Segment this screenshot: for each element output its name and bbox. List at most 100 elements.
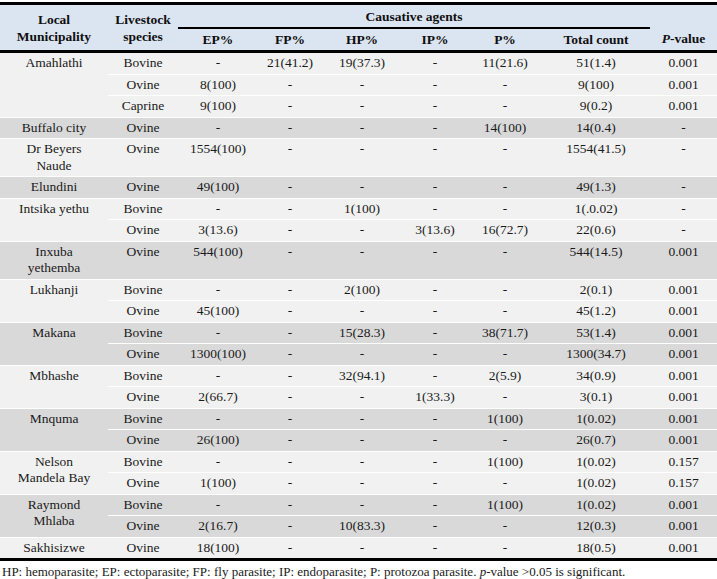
col-header-species: Livestockspecies bbox=[108, 4, 178, 52]
fp-cell: - bbox=[258, 220, 322, 242]
col-header-pvalue: P-value bbox=[650, 4, 717, 52]
pvalue-cell: 0.001 bbox=[650, 430, 717, 452]
fp-cell: - bbox=[258, 365, 322, 387]
ep-cell: - bbox=[178, 451, 258, 473]
col-header-ep: EP% bbox=[178, 28, 258, 52]
ep-cell: 3(13.6) bbox=[178, 220, 258, 242]
total-cell: 1(0.02) bbox=[542, 408, 650, 430]
pvalue-cell: 0.001 bbox=[650, 365, 717, 387]
municipality-cell: Lukhanji bbox=[0, 279, 108, 322]
total-cell: 51(1.4) bbox=[542, 52, 650, 75]
pvalue-cell: 0.157 bbox=[650, 451, 717, 473]
table-row: Ovine26(100)----26(0.7)0.001 bbox=[0, 430, 717, 452]
municipality-cell: Inxubayethemba bbox=[0, 241, 108, 279]
p-cell: 1(100) bbox=[468, 494, 542, 516]
ip-cell: - bbox=[402, 301, 468, 323]
total-cell: 22(0.6) bbox=[542, 220, 650, 242]
fp-cell: - bbox=[258, 430, 322, 452]
pvalue-cell: 0.001 bbox=[650, 96, 717, 118]
table-row: Ovine45(100)----45(1.2)0.001 bbox=[0, 301, 717, 323]
fp-cell: - bbox=[258, 301, 322, 323]
ep-cell: 1300(100) bbox=[178, 344, 258, 366]
table-row: NelsonMandela BayBovine----1(100)1(0.02)… bbox=[0, 451, 717, 473]
fp-cell: 21(41.2) bbox=[258, 52, 322, 75]
species-cell: Caprine bbox=[108, 96, 178, 118]
hp-cell: - bbox=[322, 408, 402, 430]
pvalue-cell: - bbox=[650, 177, 717, 199]
paper-table-page: LocalMunicipality Livestockspecies Causa… bbox=[0, 0, 717, 579]
total-cell: 1554(41.5) bbox=[542, 139, 650, 177]
municipality-cell: Dr BeyersNaude bbox=[0, 139, 108, 177]
col-header-hp: HP% bbox=[322, 28, 402, 52]
table-row: Ovine8(100)----9(100)0.001 bbox=[0, 74, 717, 96]
pvalue-header-italic: P bbox=[662, 31, 670, 46]
species-cell: Bovine bbox=[108, 408, 178, 430]
table-row: ElundiniOvine49(100)----49(1.3)- bbox=[0, 177, 717, 199]
table-row: AmahlathiBovine-21(41.2)19(37.3)-11(21.6… bbox=[0, 52, 717, 75]
hp-cell: - bbox=[322, 430, 402, 452]
fp-cell: - bbox=[258, 516, 322, 538]
fp-cell: - bbox=[258, 177, 322, 199]
species-cell: Bovine bbox=[108, 322, 178, 344]
total-cell: 3(0.1) bbox=[542, 387, 650, 409]
species-cell: Ovine bbox=[108, 220, 178, 242]
species-cell: Ovine bbox=[108, 241, 178, 279]
ip-cell: - bbox=[402, 322, 468, 344]
total-cell: 34(0.9) bbox=[542, 365, 650, 387]
ip-cell: - bbox=[402, 74, 468, 96]
p-cell: - bbox=[468, 74, 542, 96]
p-cell: - bbox=[468, 301, 542, 323]
species-cell: Ovine bbox=[108, 117, 178, 139]
fp-cell: - bbox=[258, 408, 322, 430]
p-cell: - bbox=[468, 139, 542, 177]
pvalue-cell: 0.001 bbox=[650, 408, 717, 430]
ep-cell: 1(100) bbox=[178, 473, 258, 495]
total-cell: 12(0.3) bbox=[542, 516, 650, 538]
species-cell: Ovine bbox=[108, 537, 178, 560]
table-row: MbhasheBovine--32(94.1)-2(5.9)34(0.9)0.0… bbox=[0, 365, 717, 387]
total-cell: 1(.0.02) bbox=[542, 198, 650, 220]
p-cell: - bbox=[468, 430, 542, 452]
ip-cell: - bbox=[402, 365, 468, 387]
ep-cell: - bbox=[178, 198, 258, 220]
fp-cell: - bbox=[258, 322, 322, 344]
pvalue-cell: 0.001 bbox=[650, 241, 717, 279]
total-cell: 45(1.2) bbox=[542, 301, 650, 323]
footnote: HP: hemoparasite; EP: ectoparasite; FP: … bbox=[0, 561, 717, 579]
p-cell: - bbox=[468, 177, 542, 199]
species-cell: Bovine bbox=[108, 198, 178, 220]
table-row: RaymondMhlabaBovine----1(100)1(0.02)0.00… bbox=[0, 494, 717, 516]
total-cell: 9(0.2) bbox=[542, 96, 650, 118]
ep-cell: 9(100) bbox=[178, 96, 258, 118]
hp-cell: - bbox=[322, 241, 402, 279]
p-cell: 16(72.7) bbox=[468, 220, 542, 242]
table-row: Dr BeyersNaudeOvine1554(100)----1554(41.… bbox=[0, 139, 717, 177]
ep-cell: 2(66.7) bbox=[178, 387, 258, 409]
table-row: LukhanjiBovine--2(100)--2(0.1)0.001 bbox=[0, 279, 717, 301]
col-header-total: Total count bbox=[542, 28, 650, 52]
p-cell: 11(21.6) bbox=[468, 52, 542, 75]
ip-cell: - bbox=[402, 451, 468, 473]
fp-cell: - bbox=[258, 279, 322, 301]
species-cell: Ovine bbox=[108, 516, 178, 538]
hp-cell: - bbox=[322, 301, 402, 323]
hp-cell: - bbox=[322, 451, 402, 473]
ep-cell: - bbox=[178, 494, 258, 516]
fp-cell: - bbox=[258, 96, 322, 118]
p-cell: - bbox=[468, 387, 542, 409]
table-row: MnqumaBovine----1(100)1(0.02)0.001 bbox=[0, 408, 717, 430]
municipality-cell: Mnquma bbox=[0, 408, 108, 451]
ip-cell: - bbox=[402, 241, 468, 279]
municipality-cell: NelsonMandela Bay bbox=[0, 451, 108, 494]
hp-cell: - bbox=[322, 139, 402, 177]
p-cell: - bbox=[468, 198, 542, 220]
fp-cell: - bbox=[258, 537, 322, 560]
table-row: Caprine9(100)----9(0.2)0.001 bbox=[0, 96, 717, 118]
col-header-p: P% bbox=[468, 28, 542, 52]
table-row: Ovine1300(100)----1300(34.7)0.001 bbox=[0, 344, 717, 366]
ep-cell: 2(16.7) bbox=[178, 516, 258, 538]
ip-cell: - bbox=[402, 139, 468, 177]
municipality-cell: Elundini bbox=[0, 177, 108, 199]
total-cell: 2(0.1) bbox=[542, 279, 650, 301]
col-header-ip: IP% bbox=[402, 28, 468, 52]
